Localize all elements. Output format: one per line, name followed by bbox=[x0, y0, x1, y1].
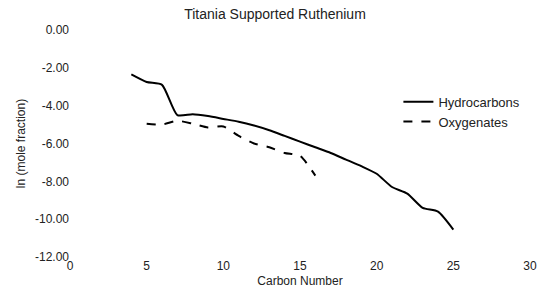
svg-text:0: 0 bbox=[67, 259, 74, 273]
svg-text:Carbon Number: Carbon Number bbox=[257, 274, 342, 288]
svg-text:Oxygenates: Oxygenates bbox=[438, 115, 508, 130]
svg-text:5: 5 bbox=[143, 259, 150, 273]
svg-text:0.00: 0.00 bbox=[46, 23, 70, 37]
svg-text:10: 10 bbox=[217, 259, 231, 273]
svg-text:ln (mole fraction): ln (mole fraction) bbox=[14, 99, 28, 188]
svg-text:-2.00: -2.00 bbox=[42, 61, 70, 75]
svg-text:-10.00: -10.00 bbox=[35, 212, 69, 226]
svg-text:30: 30 bbox=[523, 259, 537, 273]
svg-text:-6.00: -6.00 bbox=[42, 137, 70, 151]
svg-text:-8.00: -8.00 bbox=[42, 175, 70, 189]
svg-text:20: 20 bbox=[370, 259, 384, 273]
svg-text:Hydrocarbons: Hydrocarbons bbox=[438, 95, 519, 110]
svg-text:-4.00: -4.00 bbox=[42, 99, 70, 113]
svg-text:-12.00: -12.00 bbox=[35, 250, 69, 264]
svg-text:Titania Supported Ruthenium: Titania Supported Ruthenium bbox=[184, 6, 366, 22]
svg-text:25: 25 bbox=[447, 259, 461, 273]
svg-text:15: 15 bbox=[293, 259, 307, 273]
